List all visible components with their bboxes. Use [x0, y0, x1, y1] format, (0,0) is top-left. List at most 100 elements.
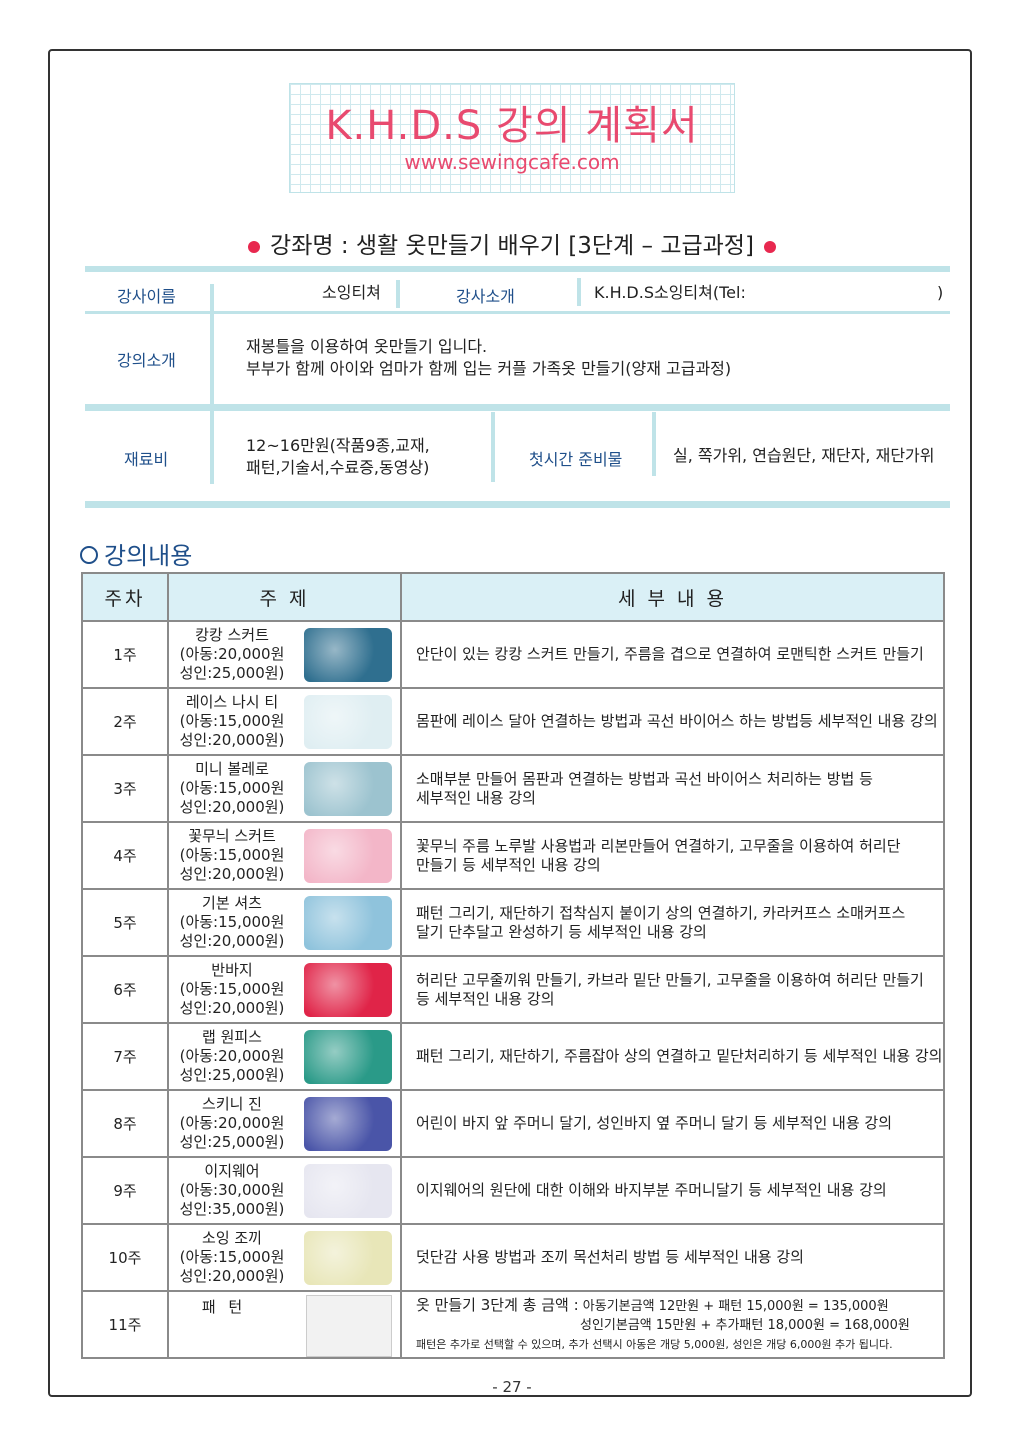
- topic-name: 레이스 나시 티: [185, 693, 279, 711]
- garment-image: [304, 1097, 392, 1151]
- topic-name: 랩 원피스: [202, 1028, 262, 1046]
- instructor-intro: K.H.D.S소잉티쳐(Tel:: [594, 283, 746, 302]
- adult-price: 성인:25,000원): [179, 664, 285, 682]
- child-price: (아동:15,000원: [179, 1248, 285, 1266]
- week-cell: 6주: [81, 955, 169, 1024]
- table-row: 5주 기본 셔츠 (아동:15,000원 성인:20,000원) 패턴 그리기,…: [81, 888, 945, 957]
- adult-price: 성인:20,000원): [179, 999, 285, 1017]
- table-row: 10주 소잉 조끼 (아동:15,000원 성인:20,000원) 덧단감 사용…: [81, 1223, 945, 1292]
- table-row: 4주 꽃무늬 스커트 (아동:15,000원 성인:20,000원) 꽃무늬 주…: [81, 821, 945, 890]
- week-cell: 11주: [81, 1290, 169, 1359]
- adult-price: 성인:20,000원): [179, 932, 285, 950]
- topic-cell: 레이스 나시 티 (아동:15,000원 성인:20,000원): [167, 687, 402, 756]
- divider: [491, 412, 495, 482]
- adult-price: 성인:20,000원): [179, 731, 285, 749]
- topic-name: 기본 셔츠: [202, 894, 262, 912]
- topic-cell: 꽃무늬 스커트 (아동:15,000원 성인:20,000원): [167, 821, 402, 890]
- divider: [396, 280, 400, 308]
- divider: [85, 266, 950, 272]
- detail-cell: 안단이 있는 캉캉 스커트 만들기, 주름을 겹으로 연결하여 로맨틱한 스커트…: [400, 620, 945, 689]
- detail-cell: 덧단감 사용 방법과 조끼 목선처리 방법 등 세부적인 내용 강의: [400, 1223, 945, 1292]
- detail-line: 이지웨어의 원단에 대한 이해와 바지부분 주머니달기 등 세부적인 내용 강의: [416, 1181, 887, 1199]
- garment-image: [304, 695, 392, 749]
- adult-price: 성인:20,000원): [179, 798, 285, 816]
- child-price: (아동:15,000원: [179, 712, 285, 730]
- week-cell: 5주: [81, 888, 169, 957]
- document-title: K.H.D.S 강의 계획서: [325, 103, 699, 149]
- topic-cell: 랩 원피스 (아동:20,000원 성인:25,000원): [167, 1022, 402, 1091]
- detail-line: 꽃무늬 주름 노루발 사용법과 리본만들어 연결하기, 고무줄을 이용하여 허리…: [416, 836, 901, 855]
- topic-cell: 패 턴: [167, 1290, 402, 1359]
- circle-icon: [80, 546, 98, 564]
- adult-price: 성인:20,000원): [179, 1267, 285, 1285]
- detail-line: 소매부분 만들어 몸판과 연결하는 방법과 곡선 바이어스 처리하는 방법 등: [416, 769, 873, 788]
- instructor-label: 강사이름: [117, 287, 176, 306]
- divider: [85, 404, 950, 411]
- topic-cell: 이지웨어 (아동:30,000원 성인:35,000원): [167, 1156, 402, 1225]
- detail-cell: 패턴 그리기, 재단하기 접착심지 붙이기 상의 연결하기, 카라커프스 소매커…: [400, 888, 945, 957]
- detail-cell: 이지웨어의 원단에 대한 이해와 바지부분 주머니달기 등 세부적인 내용 강의: [400, 1156, 945, 1225]
- lecture-intro-line1: 재봉틀을 이용하여 옷만들기 입니다.: [246, 337, 488, 356]
- page-frame: [48, 49, 972, 1397]
- garment-image: [304, 829, 392, 883]
- topic-cell: 소잉 조끼 (아동:15,000원 성인:20,000원): [167, 1223, 402, 1292]
- course-name: 강좌명 : 생활 옷만들기 배우기 [3단계 – 고급과정]: [0, 226, 1024, 260]
- detail-line: 패턴 그리기, 재단하기, 주름잡아 상의 연결하고 밑단처리하기 등 세부적인…: [416, 1047, 943, 1065]
- detail-line: 안단이 있는 캉캉 스커트 만들기, 주름을 겹으로 연결하여 로맨틱한 스커트…: [416, 645, 924, 663]
- table-row: 1주 캉캉 스커트 (아동:20,000원 성인:25,000원) 안단이 있는…: [81, 620, 945, 689]
- topic-name: 패 턴: [201, 1298, 247, 1316]
- bullet-icon: [248, 240, 261, 253]
- header-topic: 주 제: [167, 572, 402, 622]
- pattern-image: [306, 1295, 392, 1357]
- detail-line: 허리단 고무줄끼워 만들기, 카브라 밑단 만들기, 고무줄을 이용하여 허리단…: [416, 970, 924, 989]
- garment-image: [304, 1164, 392, 1218]
- child-price: (아동:15,000원: [179, 913, 285, 931]
- material-line1: 12~16만원(작품9종,교재,: [246, 436, 430, 455]
- total-label: 옷 만들기 3단계 총 금액 :: [416, 1295, 579, 1314]
- detail-line: 덧단감 사용 방법과 조끼 목선처리 방법 등 세부적인 내용 강의: [416, 1248, 804, 1266]
- topic-name: 캉캉 스커트: [195, 626, 269, 644]
- adult-price: 성인:35,000원): [179, 1200, 285, 1218]
- table-row: 9주 이지웨어 (아동:30,000원 성인:35,000원) 이지웨어의 원단…: [81, 1156, 945, 1225]
- lecture-table: 주차 주 제 세 부 내 용 1주 캉캉 스커트 (아동:20,000원 성인:…: [81, 572, 945, 1359]
- topic-cell: 캉캉 스커트 (아동:20,000원 성인:25,000원): [167, 620, 402, 689]
- child-price: (아동:15,000원: [179, 846, 285, 864]
- week-cell: 2주: [81, 687, 169, 756]
- topic-name: 꽃무늬 스커트: [188, 827, 276, 845]
- detail-line: 등 세부적인 내용 강의: [416, 989, 555, 1008]
- topic-cell: 스키니 진 (아동:20,000원 성인:25,000원): [167, 1089, 402, 1158]
- instructor-name: 소잉티쳐: [322, 283, 381, 302]
- bullet-icon: [763, 240, 776, 253]
- garment-image: [304, 896, 392, 950]
- divider: [85, 501, 950, 508]
- section-title: 강의내용: [80, 536, 192, 571]
- garment-image: [304, 1030, 392, 1084]
- divider: [652, 412, 656, 476]
- detail-line: 몸판에 레이스 달아 연결하는 방법과 곡선 바이어스 하는 방법등 세부적인 …: [416, 712, 938, 730]
- prep-label: 첫시간 준비물: [529, 450, 623, 469]
- material-label: 재료비: [124, 450, 169, 469]
- child-price: (아동:15,000원: [179, 980, 285, 998]
- website-url: www.sewingcafe.com: [404, 150, 620, 174]
- table-row: 2주 레이스 나시 티 (아동:15,000원 성인:20,000원) 몸판에 …: [81, 687, 945, 756]
- lecture-label: 강의소개: [117, 351, 176, 370]
- topic-name: 이지웨어: [204, 1162, 260, 1180]
- child-price: (아동:30,000원: [179, 1181, 285, 1199]
- detail-cell: 패턴 그리기, 재단하기, 주름잡아 상의 연결하고 밑단처리하기 등 세부적인…: [400, 1022, 945, 1091]
- detail-line: 패턴 그리기, 재단하기 접착심지 붙이기 상의 연결하기, 카라커프스 소매커…: [416, 903, 906, 922]
- topic-name: 소잉 조끼: [202, 1229, 262, 1247]
- topic-cell: 미니 볼레로 (아동:15,000원 성인:20,000원): [167, 754, 402, 823]
- child-price: (아동:20,000원: [179, 645, 285, 663]
- adult-price: 성인:25,000원): [179, 1133, 285, 1151]
- week-cell: 10주: [81, 1223, 169, 1292]
- detail-cell: 몸판에 레이스 달아 연결하는 방법과 곡선 바이어스 하는 방법등 세부적인 …: [400, 687, 945, 756]
- page-number: - 27 -: [492, 1378, 532, 1396]
- garment-image: [304, 1231, 392, 1285]
- total-cell: 옷 만들기 3단계 총 금액 : 아동기본금액 12만원 + 패턴 15,000…: [400, 1290, 945, 1359]
- header-week: 주차: [81, 572, 169, 622]
- divider: [210, 284, 214, 484]
- adult-price: 성인:20,000원): [179, 865, 285, 883]
- week-cell: 1주: [81, 620, 169, 689]
- pattern-note: 패턴은 추가로 선택할 수 있으며, 추가 선택시 아동은 개당 5,000원,…: [416, 1337, 893, 1351]
- table-row: 3주 미니 볼레로 (아동:15,000원 성인:20,000원) 소매부분 만…: [81, 754, 945, 823]
